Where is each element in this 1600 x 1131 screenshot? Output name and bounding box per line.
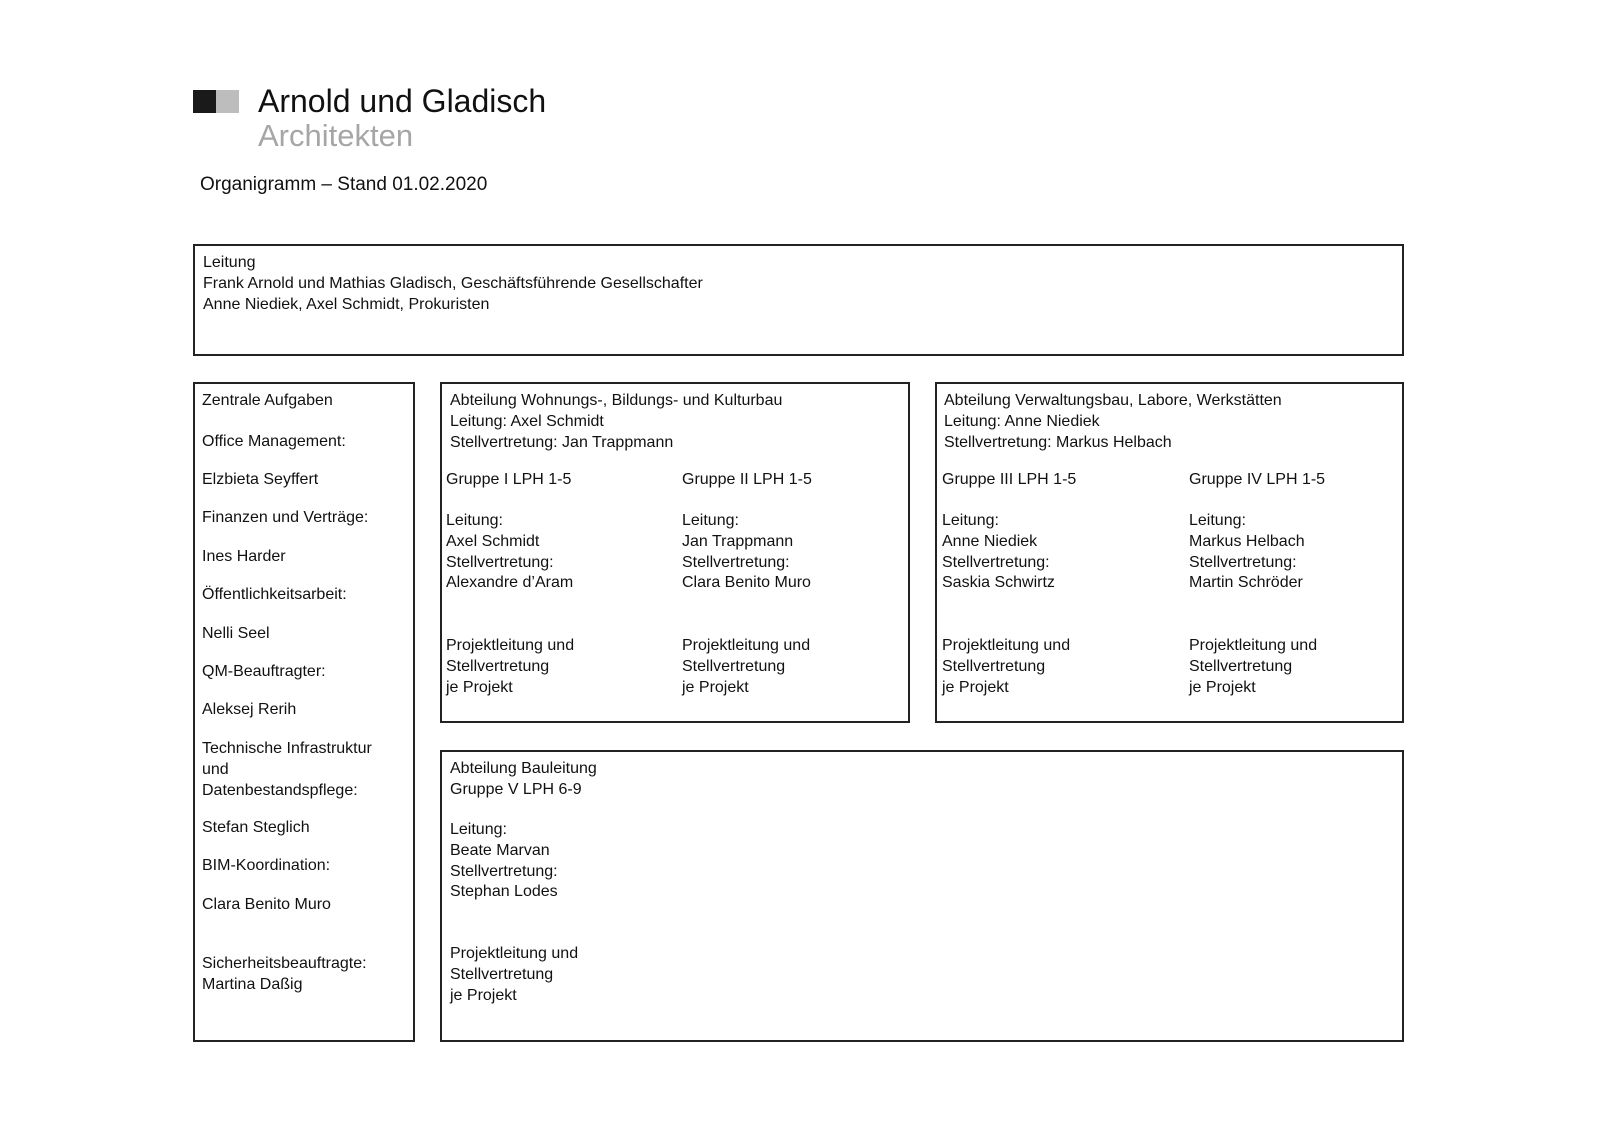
gruppe-name: Gruppe V LPH 6-9 [450,780,582,798]
role: QM-Beauftragter: [202,663,326,680]
abteilung-wohnungsbau-box: Abteilung Wohnungs-, Bildungs- und Kultu… [440,382,910,723]
projekt-text: Projektleitung und Stellvertretung je Pr… [1189,637,1318,696]
role: Office Management: [202,433,346,450]
label: Stellvertretung: [682,553,790,571]
label: Stellvertretung: [1189,553,1297,571]
person: Clara Benito Muro [202,896,331,913]
leitung-box: Leitung Frank Arnold und Mathias Gladisch… [193,244,1404,356]
label: Leitung: [1189,512,1246,529]
person: Axel Schmidt [446,532,540,550]
leitung-line: Frank Arnold und Mathias Gladisch, Gesch… [203,274,703,292]
label: Stellvertretung: [446,553,554,571]
projekt-text: Projektleitung und Stellvertretung je Pr… [450,945,579,1004]
zentrale-title: Zentrale Aufgaben [202,392,333,409]
label: Leitung: [682,512,739,529]
person: Elzbieta Seyffert [202,471,319,488]
document-title: Organigramm – Stand 01.02.2020 [200,174,488,195]
gruppe-name: Gruppe II LPH 1-5 [682,471,812,488]
abteilung-bauleitung-box: Abteilung Bauleitung Gruppe V LPH 6-9 Lei… [440,750,1404,1042]
person: Nelli Seel [202,625,270,642]
role: Technische Infrastruktur und Datenbestan… [202,740,372,799]
role: Sicherheitsbeauftragte: [202,955,367,972]
logo-square-dark [193,90,216,113]
label: Leitung: [450,821,507,838]
label: Stellvertretung: [450,862,558,880]
person: Aleksej Rerih [202,701,297,718]
person: Stephan Lodes [450,883,558,901]
role: Finanzen und Verträge: [202,509,369,526]
abteilung-verwaltungsbau-box: Abteilung Verwaltungsbau, Labore, Werkst… [935,382,1404,723]
leitung-title: Leitung [203,254,256,271]
projekt-text: Projektleitung und Stellvertretung je Pr… [682,637,811,696]
gruppe-name: Gruppe I LPH 1-5 [446,471,572,488]
label: Leitung: [942,512,999,529]
label: Stellvertretung: [942,553,1050,571]
person: Stefan Steglich [202,819,310,836]
person: Beate Marvan [450,841,550,859]
company-subtitle: Architekten [258,118,414,153]
person: Jan Trappmann [682,532,794,550]
logo-square-light [216,90,239,113]
person: Alexandre d’Aram [446,574,574,592]
projekt-text: Projektleitung und Stellvertretung je Pr… [446,637,575,696]
role: BIM-Koordination: [202,857,331,874]
person: Martin Schröder [1189,574,1303,592]
projekt-text: Projektleitung und Stellvertretung je Pr… [942,637,1071,696]
person: Anne Niediek [942,532,1038,550]
role: Öffentlichkeitsarbeit: [202,586,347,603]
abteilung-title: Abteilung Verwaltungsbau, Labore, Werkst… [944,392,1282,409]
zentrale-aufgaben-box: Zentrale Aufgaben Office Management: Elz… [193,382,415,1042]
person: Clara Benito Muro [682,574,811,592]
gruppe-name: Gruppe III LPH 1-5 [942,471,1077,488]
person: Saskia Schwirtz [942,574,1055,592]
abteilung-title: Abteilung Bauleitung [450,760,597,777]
company-name: Arnold und Gladisch [258,83,547,119]
label: Leitung: [446,512,503,529]
person: Martina Daßig [202,976,303,993]
abteilung-leitung: Leitung: Anne Niediek [944,412,1100,430]
leitung-line: Anne Niediek, Axel Schmidt, Prokuristen [203,295,490,313]
abteilung-title: Abteilung Wohnungs-, Bildungs- und Kultu… [450,392,783,409]
gruppe-name: Gruppe IV LPH 1-5 [1189,471,1326,488]
abteilung-leitung: Leitung: Axel Schmidt [450,412,604,430]
abteilung-vertretung: Stellvertretung: Jan Trappmann [450,433,674,451]
person: Ines Harder [202,548,286,565]
abteilung-vertretung: Stellvertretung: Markus Helbach [944,433,1172,451]
person: Markus Helbach [1189,532,1305,550]
